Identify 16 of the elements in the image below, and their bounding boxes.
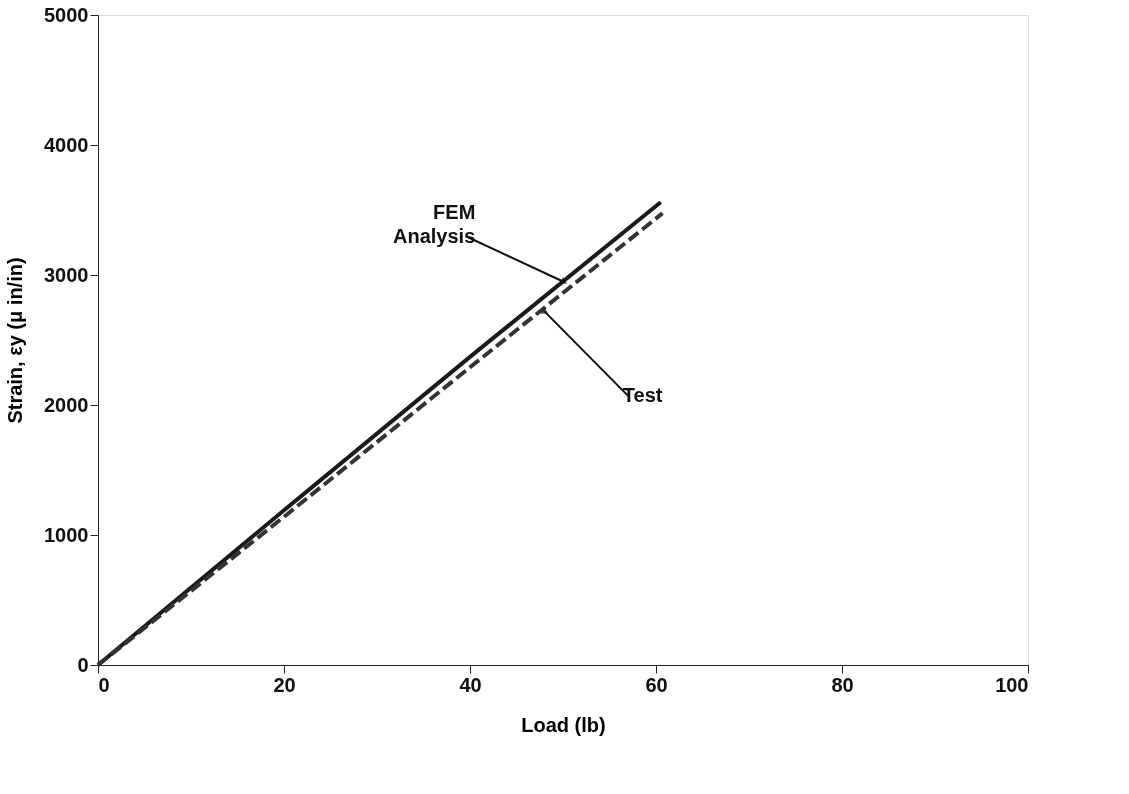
y-tick-label: 2000	[44, 393, 89, 416]
y-tick-label: 4000	[44, 133, 89, 156]
annotation: FEM Analysis	[393, 201, 476, 247]
x-tick-label: 0	[98, 673, 110, 696]
x-tick-label: 100	[995, 673, 1029, 696]
x-tick-label: 80	[831, 673, 854, 696]
x-tick-label: 20	[273, 673, 296, 696]
y-tick-label: 5000	[44, 3, 89, 26]
x-axis-title: Load (lb)	[521, 713, 606, 736]
x-tick-label: 40	[459, 673, 482, 696]
annotation: Test	[622, 383, 663, 406]
x-tick-label: 60	[645, 673, 668, 696]
y-tick-label: 3000	[44, 263, 89, 286]
y-tick-label: 1000	[44, 523, 89, 546]
y-tick-label: 0	[77, 653, 89, 676]
y-axis-title: Strain, εy (μ in/in)	[4, 257, 27, 424]
